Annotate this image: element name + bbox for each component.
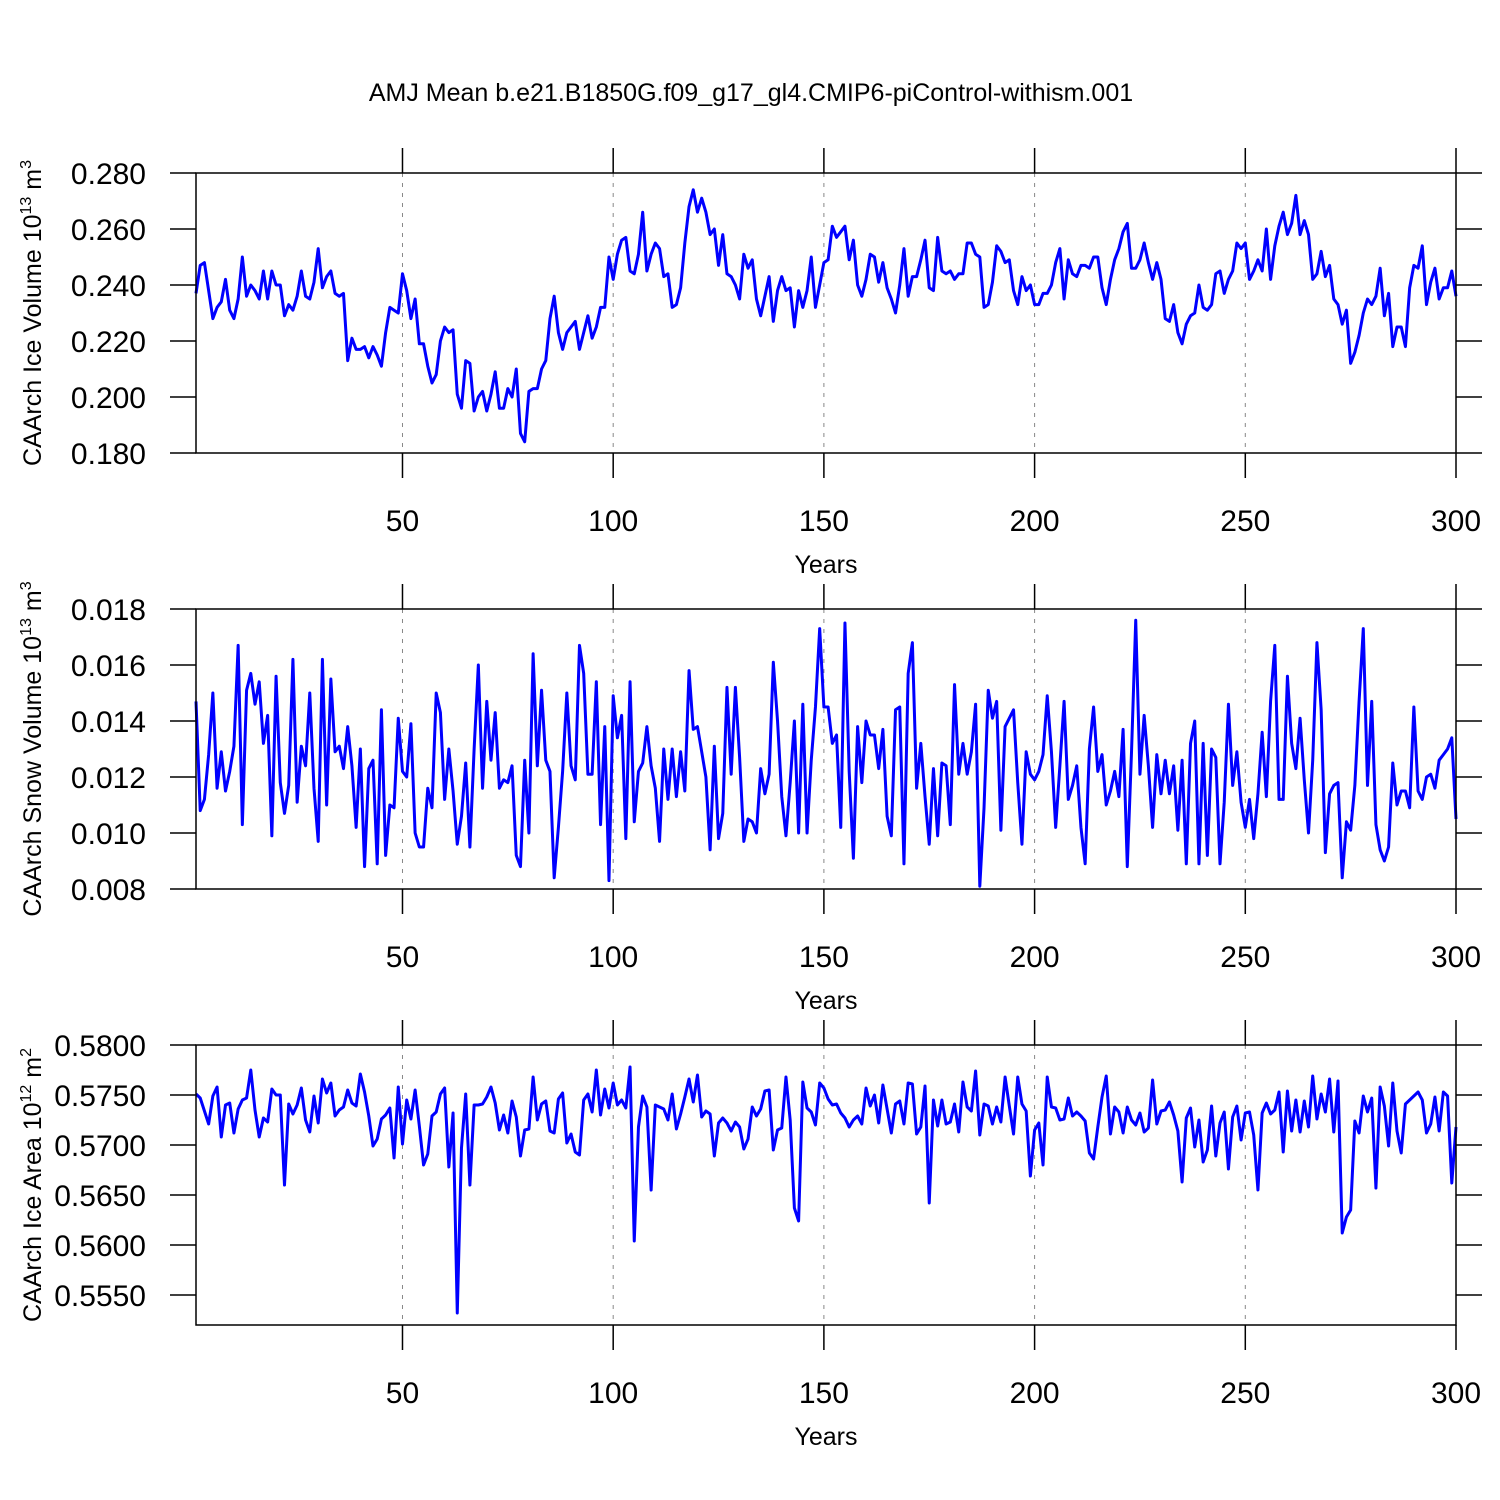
x-tick-label: 100 [588, 505, 638, 538]
x-tick-label: 250 [1220, 1377, 1270, 1410]
x-tick-label: 300 [1431, 941, 1481, 974]
x-tick-label: 100 [588, 1377, 638, 1410]
y-axis-label-unit-exponent: 3 [18, 160, 35, 169]
data-line [194, 1065, 1458, 1315]
y-axis-label-text: CAArch Snow Volume 10 [19, 636, 47, 917]
y-tick-label: 0.012 [71, 762, 146, 795]
x-tick-label: 300 [1431, 1377, 1481, 1410]
y-axis-label-unit-exponent: 3 [18, 581, 35, 590]
y-tick-label: 0.5800 [54, 1030, 146, 1063]
y-axis-label-exponent: 13 [18, 197, 35, 215]
y-tick-label: 0.220 [71, 326, 146, 359]
y-tick-label: 0.240 [71, 270, 146, 303]
y-axis-label-unit: m [19, 1057, 47, 1078]
plot-frame [195, 172, 1457, 454]
data-line [194, 618, 1458, 888]
x-tick-label: 200 [1010, 1377, 1060, 1410]
y-axis-label: CAArch Ice Volume 1013 m3 [18, 160, 47, 466]
y-axis-label-unit: m [19, 169, 47, 190]
y-axis-label-unit: m [19, 590, 47, 611]
x-tick-label: 50 [386, 941, 419, 974]
x-tick-label: 150 [799, 941, 849, 974]
y-tick-label: 0.5600 [54, 1230, 146, 1263]
x-tick-label: 300 [1431, 505, 1481, 538]
plot-frame [195, 1044, 1457, 1326]
x-tick-label: 150 [799, 1377, 849, 1410]
y-tick-label: 0.014 [71, 706, 146, 739]
data-line [194, 188, 1458, 444]
y-tick-label: 0.016 [71, 650, 146, 683]
y-tick-label: 0.260 [71, 214, 146, 247]
x-tick-label: 200 [1010, 505, 1060, 538]
y-axis-label-unit-exponent: 2 [18, 1048, 35, 1057]
y-tick-label: 0.200 [71, 382, 146, 415]
y-tick-label: 0.5650 [54, 1180, 146, 1213]
x-tick-label: 100 [588, 941, 638, 974]
x-tick-label: 200 [1010, 941, 1060, 974]
x-tick-label: 250 [1220, 505, 1270, 538]
y-axis-label: CAArch Snow Volume 1013 m3 [18, 581, 47, 916]
y-axis-label-text: CAArch Ice Volume 10 [19, 215, 47, 467]
y-tick-label: 0.008 [71, 874, 146, 907]
y-axis-label: CAArch Ice Area 1012 m2 [18, 1048, 47, 1322]
plot-frame [195, 608, 1457, 890]
y-tick-label: 0.280 [71, 158, 146, 191]
y-tick-label: 0.5750 [54, 1080, 146, 1113]
x-axis-label: Years [794, 1423, 857, 1451]
y-tick-label: 0.180 [71, 438, 146, 471]
x-tick-label: 150 [799, 505, 849, 538]
y-axis-label-text: CAArch Ice Area 10 [19, 1102, 47, 1322]
y-tick-label: 0.5700 [54, 1130, 146, 1163]
chart-title: AMJ Mean b.e21.B1850G.f09_g17_gl4.CMIP6-… [369, 79, 1133, 107]
y-axis-label-exponent: 13 [18, 618, 35, 636]
y-tick-label: 0.018 [71, 594, 146, 627]
x-axis-label: Years [794, 551, 857, 579]
y-tick-label: 0.010 [71, 818, 146, 851]
x-tick-label: 50 [386, 1377, 419, 1410]
x-tick-label: 50 [386, 505, 419, 538]
x-tick-label: 250 [1220, 941, 1270, 974]
y-axis-label-exponent: 12 [18, 1085, 35, 1103]
x-axis-label: Years [794, 987, 857, 1015]
y-tick-label: 0.5550 [54, 1280, 146, 1313]
